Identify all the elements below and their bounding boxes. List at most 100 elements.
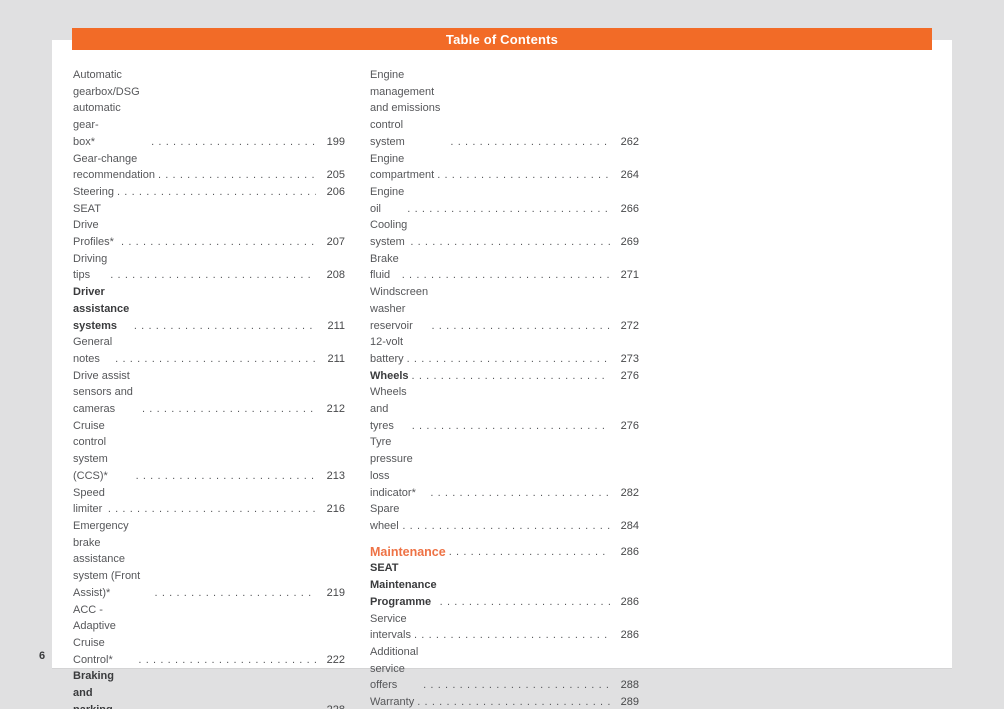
toc-entry: Driving tips 208: [73, 251, 345, 284]
toc-entry-label: Brake fluid: [370, 252, 399, 282]
toc-entry-label: SEAT Drive Profiles*: [73, 202, 114, 249]
toc-entry-label: Spare wheel: [370, 503, 400, 532]
toc-entry-label: Engine oil: [370, 185, 405, 215]
toc-entry: Engine compartment 264: [370, 151, 639, 184]
dot-leader: [110, 267, 316, 284]
toc-entry: Engine management and emissions control …: [370, 67, 639, 151]
dot-leader: [134, 318, 316, 335]
toc-section-heading: Maintenance 286: [370, 544, 639, 561]
toc-entry-page-number: 269: [620, 236, 639, 249]
toc-title: Table of Contents: [445, 31, 559, 47]
toc-entry-label: Emergency brake assistance system (Front…: [73, 519, 141, 599]
dot-leader: [402, 267, 610, 284]
toc-entry-page-number: 212: [326, 403, 345, 416]
dot-leader: [407, 201, 610, 218]
toc-entry-page-number: 211: [327, 352, 345, 365]
toc-columns: Automatic gearbox/DSG automatic gear- bo…: [73, 67, 639, 709]
toc-entry-page-number: 205: [326, 169, 345, 182]
toc-entry-page-number: 282: [620, 486, 639, 499]
toc-entry-page-number: 288: [620, 679, 639, 692]
toc-entry: Engine oil 266: [370, 184, 639, 217]
dot-leader: [117, 184, 316, 201]
dot-leader: [155, 585, 316, 602]
dot-leader: [407, 351, 610, 368]
toc-entry-label: ACC - Adaptive Cruise Control*: [73, 603, 116, 666]
toc-entry-label: Speed limiter: [73, 486, 105, 516]
toc-entry-page-number: 276: [620, 369, 639, 382]
toc-entry: ACC - Adaptive Cruise Control* 222: [73, 602, 345, 669]
toc-entry-page-number: 219: [326, 586, 345, 599]
toc-header-bar: Table of Contents: [72, 28, 932, 50]
dot-leader: [121, 234, 316, 251]
toc-entry-page-number: 272: [620, 319, 639, 332]
toc-entry-page-number: 262: [620, 135, 639, 148]
dot-leader: [430, 485, 610, 502]
toc-entry-label: Service intervals: [370, 612, 411, 642]
dot-leader: [138, 652, 316, 669]
toc-entry-page-number: 213: [326, 469, 345, 482]
toc-entry: Automatic gearbox/DSG automatic gear- bo…: [73, 67, 345, 151]
page-number: 6: [39, 650, 46, 662]
toc-entry: Gear-change recommendation 205: [73, 151, 345, 184]
toc-entry-page-number: 264: [620, 169, 639, 182]
toc-entry-page-number: 286: [620, 545, 639, 558]
dot-leader: [412, 368, 610, 385]
toc-entry-page-number: 228: [319, 702, 345, 709]
toc-entry-label: Maintenance: [370, 544, 446, 559]
toc-entry-label: Engine management and emissions control …: [370, 69, 441, 148]
toc-entry: SEAT Maintenance Programme 286: [370, 560, 639, 610]
toc-entry-label: Engine compartment: [370, 152, 435, 182]
dot-leader: [158, 167, 316, 184]
toc-entry-page-number: 289: [620, 696, 639, 709]
toc-entry-label: Additional service offers: [370, 645, 419, 692]
dot-leader: [123, 702, 316, 709]
dot-leader: [402, 518, 610, 535]
toc-entry-page-number: 273: [620, 352, 639, 365]
toc-entry: Wheels and tyres 276: [370, 384, 639, 434]
dot-leader: [412, 418, 610, 435]
toc-entry-page-number: 284: [620, 519, 639, 532]
toc-entry-page-number: 199: [326, 135, 345, 148]
toc-entry-page-number: 286: [620, 595, 639, 608]
toc-entry-page-number: 266: [620, 202, 639, 215]
toc-entry: Braking and parking 228: [73, 668, 345, 709]
toc-entry-label: SEAT Maintenance Programme: [370, 562, 437, 608]
toc-entry: Additional service offers 288: [370, 644, 639, 694]
toc-entry: Cruise control system (CCS)* 213: [73, 418, 345, 485]
toc-entry-label: Driver assistance systems: [73, 286, 130, 332]
toc-entry: Driver assistance systems 211: [73, 284, 345, 334]
dot-leader: [136, 468, 316, 485]
toc-entry-label: Braking and parking: [73, 670, 114, 709]
toc-entry-label: Cruise control system (CCS)*: [73, 419, 108, 482]
toc-entry-page-number: 222: [326, 653, 345, 666]
toc-entry: Steering 206: [73, 184, 345, 201]
dot-leader: [115, 351, 316, 368]
toc-entry-label: Automatic gearbox/DSG automatic gear- bo…: [73, 69, 140, 148]
toc-entry-label: General notes: [73, 336, 113, 365]
dot-leader: [423, 677, 610, 694]
dot-leader: [440, 594, 610, 611]
toc-entry-label: Cooling system: [370, 219, 408, 249]
toc-entry: Tyre pressure loss indicator* 282: [370, 434, 639, 501]
dot-leader: [151, 134, 316, 151]
toc-entry-page-number: 286: [620, 629, 639, 642]
toc-entry-page-number: 208: [326, 269, 345, 282]
toc-entry-page-number: 216: [326, 503, 345, 516]
toc-entry: Brake fluid 271: [370, 251, 639, 284]
document-page: Table of Contents Automatic gearbox/DSG …: [52, 28, 952, 709]
toc-entry: Warranty 289: [370, 694, 639, 709]
dot-leader: [142, 401, 316, 418]
toc-entry: General notes 211: [73, 334, 345, 367]
toc-entry-label: Wheels and tyres: [370, 386, 407, 432]
toc-entry: SEAT Drive Profiles* 207: [73, 201, 345, 251]
toc-entry-label: Wheels: [370, 369, 409, 382]
toc-entry-label: Drive assist sensors and cameras: [73, 369, 133, 416]
toc-entry-label: Windscreen washer reservoir: [370, 286, 429, 332]
dot-leader: [450, 134, 610, 151]
dot-leader: [449, 544, 610, 561]
toc-entry-page-number: 271: [620, 269, 639, 282]
toc-entry: Service intervals 286: [370, 611, 639, 644]
toc-entry-label: 12-volt battery: [370, 336, 404, 365]
dot-leader: [431, 318, 610, 335]
